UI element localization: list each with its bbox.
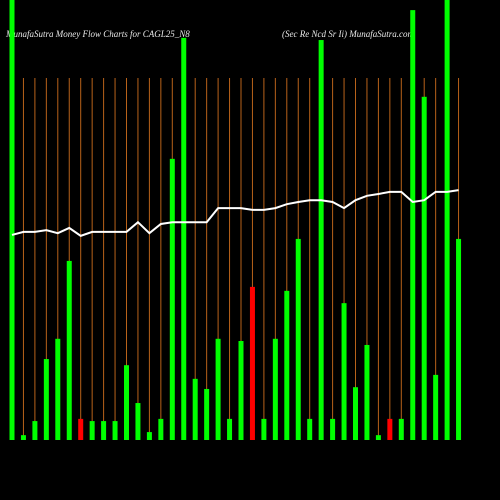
bar xyxy=(318,40,324,440)
bar xyxy=(398,418,404,440)
bar xyxy=(66,260,72,440)
bar xyxy=(158,418,164,440)
bar xyxy=(215,338,221,440)
bar xyxy=(410,10,416,441)
bar xyxy=(295,238,301,440)
bar xyxy=(124,365,129,440)
chart-title: MunafaSutra Money Flow Charts for CAGL25… xyxy=(5,29,190,39)
bar xyxy=(32,421,38,440)
bar xyxy=(364,344,370,440)
bar xyxy=(238,341,244,440)
bar xyxy=(261,418,267,440)
bar xyxy=(284,290,290,440)
bar xyxy=(112,421,118,440)
bar xyxy=(307,418,313,440)
bar xyxy=(89,421,95,440)
bar xyxy=(341,303,347,440)
money-flow-line xyxy=(11,189,459,237)
bar xyxy=(227,418,233,440)
bar xyxy=(433,374,439,440)
bar xyxy=(78,418,84,440)
bar xyxy=(353,387,358,440)
bar xyxy=(456,238,462,440)
bar xyxy=(272,338,278,440)
bar xyxy=(43,359,49,440)
bar xyxy=(20,435,26,440)
bar xyxy=(146,432,152,440)
bar xyxy=(375,435,381,440)
bar xyxy=(101,421,107,440)
chart-subtitle: (Sec Re Ncd Sr Ii) MunafaSutra.com xyxy=(282,29,414,39)
bar xyxy=(421,96,427,441)
bar xyxy=(9,0,15,440)
bar xyxy=(169,158,175,440)
bar xyxy=(55,338,61,440)
bar xyxy=(249,286,255,440)
bar xyxy=(444,0,450,440)
bar xyxy=(192,378,198,440)
bar xyxy=(204,388,210,440)
bar xyxy=(330,418,336,440)
bar xyxy=(387,418,393,440)
bar xyxy=(181,37,187,441)
bar xyxy=(135,403,141,440)
